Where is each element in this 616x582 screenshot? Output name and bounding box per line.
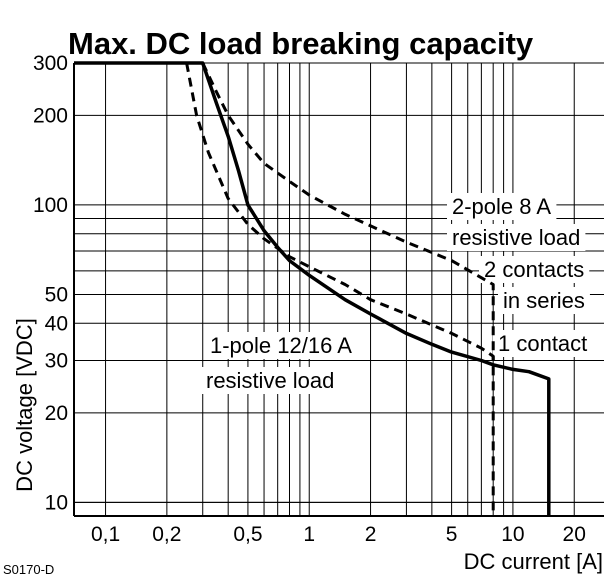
y-axis-label: DC voltage [VDC] [12,318,37,492]
y-tick-label: 300 [33,52,68,75]
x-tick-label: 0,5 [233,523,262,546]
annotation: 1-pole 12/16 A [210,333,352,358]
y-tick-label: 20 [45,402,68,425]
annotation: resistive load [206,368,334,393]
annotation-bg [493,330,593,357]
y-tick-label: 50 [45,283,68,306]
curves [74,61,551,516]
annotation: 2 contacts [484,257,584,282]
series-line-dashed [201,62,495,361]
x-tick-label: 0,1 [91,523,120,546]
x-tick-label: 1 [303,523,315,546]
x-tick-label: 0,2 [152,523,181,546]
series-line-solid [74,61,551,516]
x-tick-label: 10 [501,523,524,546]
x-tick-label: 20 [563,523,586,546]
x-tick-label: 2 [365,523,377,546]
annotation-bg [447,224,586,251]
y-tick-label: 200 [33,104,68,127]
annotation-bg [479,256,590,283]
annotation: 2-pole 8 A [452,194,551,219]
x-tick-label: 5 [446,523,458,546]
y-tick-label: 40 [45,312,68,335]
annotations: 2-pole 8 A resistive load 2 contacts in ser… [201,193,593,394]
annotation: 1 contact [498,331,587,356]
annotation-bg [447,193,557,220]
annotation-bg [498,287,590,314]
y-tick-label: 100 [33,194,68,217]
tick-labels: 0,1 0,2 0,5 1 2 5 10 20 10 20 30 40 50 100 200 300 [33,52,586,546]
annotation-bg [201,367,340,394]
annotation: resistive load [452,225,580,250]
annotation-bg [205,332,358,359]
chart-title: Max. DC load breaking capacity [68,26,534,61]
series-line-dashed [185,62,495,516]
x-axis-label: DC current [A] [464,549,603,574]
y-tick-label: 30 [45,349,68,372]
figure-code: S0170-D [3,562,54,577]
annotation: in series [503,288,585,313]
y-tick-label: 10 [45,491,68,514]
